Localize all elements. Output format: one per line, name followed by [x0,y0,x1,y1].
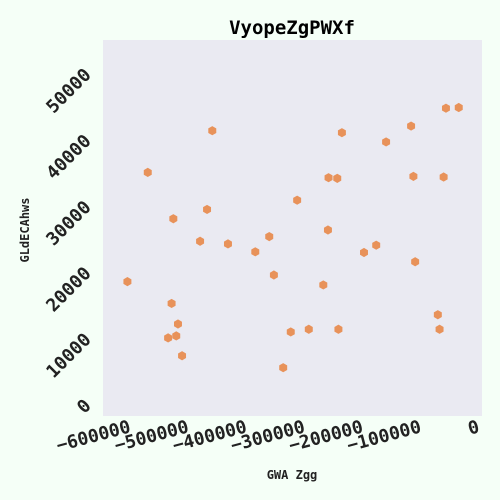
data-point [265,232,274,242]
data-point [454,102,463,113]
data-point [269,270,278,280]
data-point [333,173,342,183]
data-point [203,204,212,215]
data-point [167,298,176,309]
data-point [319,280,328,290]
data-point [334,324,343,334]
data-point [123,277,132,287]
data-point [293,195,302,205]
data-point [407,121,416,131]
data-point [411,257,420,267]
data-point [279,363,288,373]
data-point [208,126,217,136]
data-point [324,173,333,183]
data-point [337,128,346,138]
data-point [143,167,152,177]
data-point [439,172,448,182]
plot-area [103,40,482,416]
data-point [178,351,187,361]
chart-title: VyopeZgPWXf [229,17,355,39]
x-tick-label: 0 [466,417,482,440]
y-axis-label: GLdECAhws [18,197,32,262]
data-point [169,214,178,224]
data-point [164,333,173,343]
data-points [123,102,463,373]
data-point [223,239,232,249]
data-point [174,319,182,329]
data-point [304,324,313,334]
x-axis-label: GWA Zgg [267,468,318,482]
data-point [382,137,391,147]
data-point [441,103,450,113]
data-point [196,236,205,246]
data-point [286,327,295,337]
data-point [323,225,332,235]
data-point [360,247,368,258]
data-point [172,331,181,341]
data-point [435,324,444,334]
data-point [433,310,442,320]
data-point [251,247,260,257]
data-point [372,240,381,250]
data-point [409,171,418,181]
